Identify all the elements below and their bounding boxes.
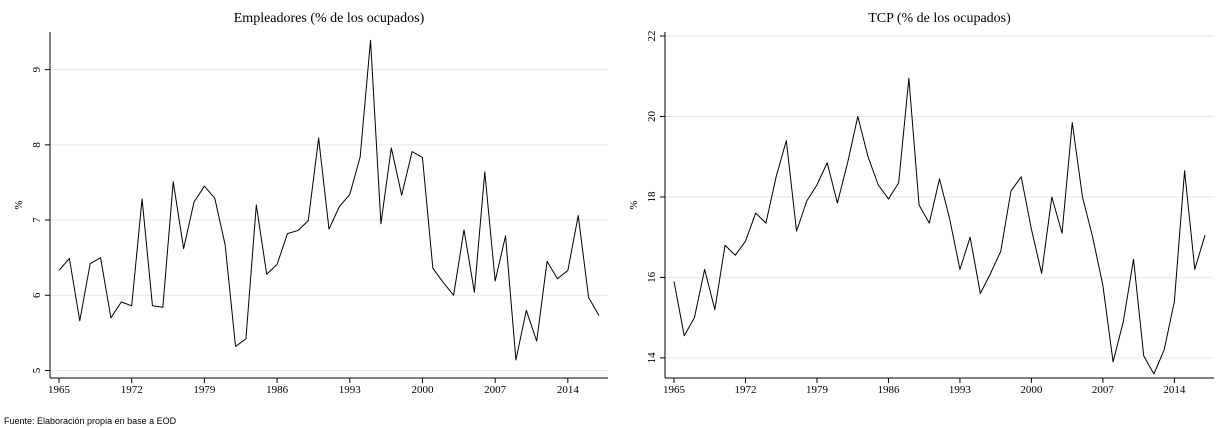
y-tick-label: 14 [646,352,658,364]
x-tick-label: 2014 [557,384,580,396]
y-axis-label: % [628,200,640,209]
x-tick-label: 2000 [411,384,434,396]
series-line [673,77,1206,375]
x-tick-label: 1986 [266,384,289,396]
x-tick-label: 1993 [339,384,362,396]
x-tick-label: 1979 [806,384,829,396]
y-tick-label: 22 [646,31,658,42]
series-line [58,39,600,361]
y-tick-label: 6 [31,292,43,298]
x-tick-label: 2014 [1163,384,1186,396]
y-tick-label: 5 [31,367,43,373]
x-tick-label: 1986 [877,384,900,396]
x-tick-label: 2007 [484,384,507,396]
chart-title: TCP (% de los ocupados) [868,11,1011,26]
x-tick-label: 1965 [48,384,71,396]
x-tick-label: 2007 [1092,384,1115,396]
x-tick-label: 1972 [121,384,143,396]
y-tick-label: 16 [646,271,658,283]
y-tick-label: 7 [31,217,43,223]
x-tick-label: 1993 [949,384,972,396]
y-tick-label: 18 [646,191,658,203]
x-tick-label: 1972 [734,384,756,396]
x-tick-label: 2000 [1020,384,1043,396]
y-axis-label: % [13,200,25,209]
chart-title: Empleadores (% de los ocupados) [234,11,425,26]
y-tick-label: 8 [31,142,43,148]
x-tick-label: 1979 [193,384,216,396]
y-tick-label: 20 [646,110,658,122]
source-note: Fuente: Elaboración propia en base a EOD [4,416,177,426]
x-tick-label: 1965 [663,384,686,396]
y-tick-label: 9 [31,66,43,72]
